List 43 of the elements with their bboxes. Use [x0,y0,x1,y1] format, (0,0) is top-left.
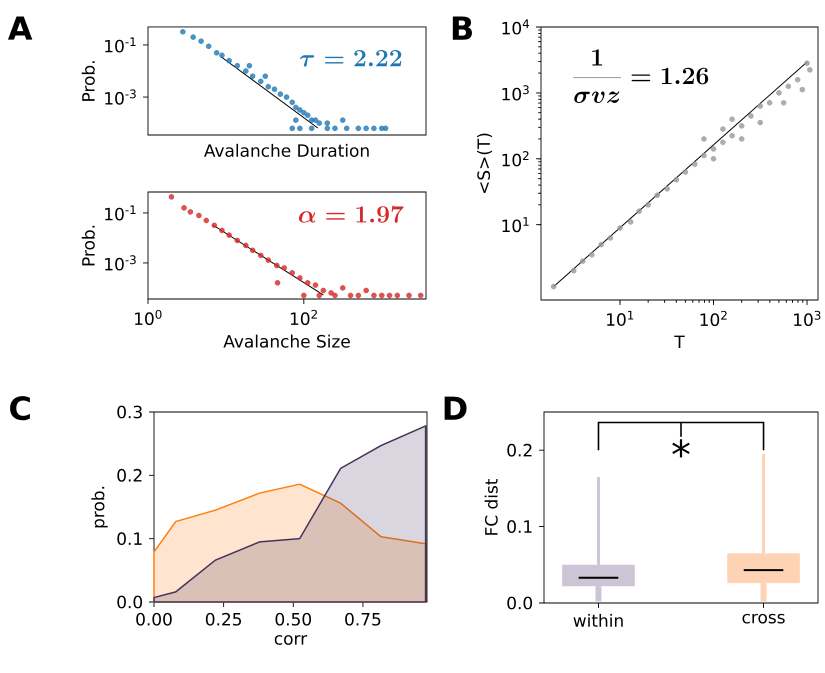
chart-title: B [452,16,472,40]
y-tick-label: 10$^{-3}$ [105,89,136,105]
x-tick-label: 0.50 [276,612,312,626]
y-axis-title: Prob. [82,61,95,101]
y-tick-label: 10$^{3}$ [502,85,529,101]
x-tick-label: 10$^{1}$ [607,310,634,326]
y-axis-title: Prob. [82,226,95,266]
y-tick-label: 10$^{-1}$ [105,37,136,53]
y-tick-label: 0.1 [117,532,142,546]
y-axis-title: <S>(T) [476,134,492,194]
x-axis-title: T [674,336,685,348]
y-tick-label: 0.0 [117,596,142,608]
y-tick-label: 10$^{1}$ [502,217,529,232]
x-tick-label: within [574,614,623,627]
y-tick-label: 0.1 [507,520,532,533]
y-tick-label: 10$^{4}$ [502,19,530,35]
x-tick-label: 10$^{3}$ [794,310,820,326]
y-tick-label: 0.3 [117,406,142,418]
y-axis-title: prob. [91,486,108,528]
x-tick-label: 10$^{2}$ [700,310,727,326]
chart-title: D [444,396,467,420]
x-tick-label: 0.25 [206,612,242,626]
y-tick-label: 10$^{-3}$ [105,255,136,271]
x-axis-title: Avalanche Size [223,334,350,348]
y-tick-label: 10$^{-1}$ [105,205,136,221]
x-tick-label: 0.75 [345,612,380,626]
annotation: * [672,439,690,458]
x-tick-label: 10$^{0}$ [135,310,162,326]
x-axis-title: corr [274,635,308,645]
x-tick-label: 10$^{2}$ [290,310,317,326]
annotation: $\alpha = 1.97$ [299,206,404,223]
annotation: $\tau = 2.22$ [300,50,402,67]
x-axis-title: Avalanche Duration [204,144,369,157]
y-tick-label: 0.0 [507,596,532,610]
y-axis-title: FC dist [484,478,498,535]
y-tick-label: 10$^{2}$ [502,151,529,166]
chart-title: C [10,396,30,420]
x-tick-label: 0.00 [136,612,172,626]
x-tick-label: cross [742,614,785,624]
y-tick-label: 0.2 [507,444,532,457]
chart-title: A [8,16,32,40]
annotation: $\frac{1}{\sigma v z} = 1.26$ [573,49,708,103]
y-tick-label: 0.2 [117,468,142,482]
